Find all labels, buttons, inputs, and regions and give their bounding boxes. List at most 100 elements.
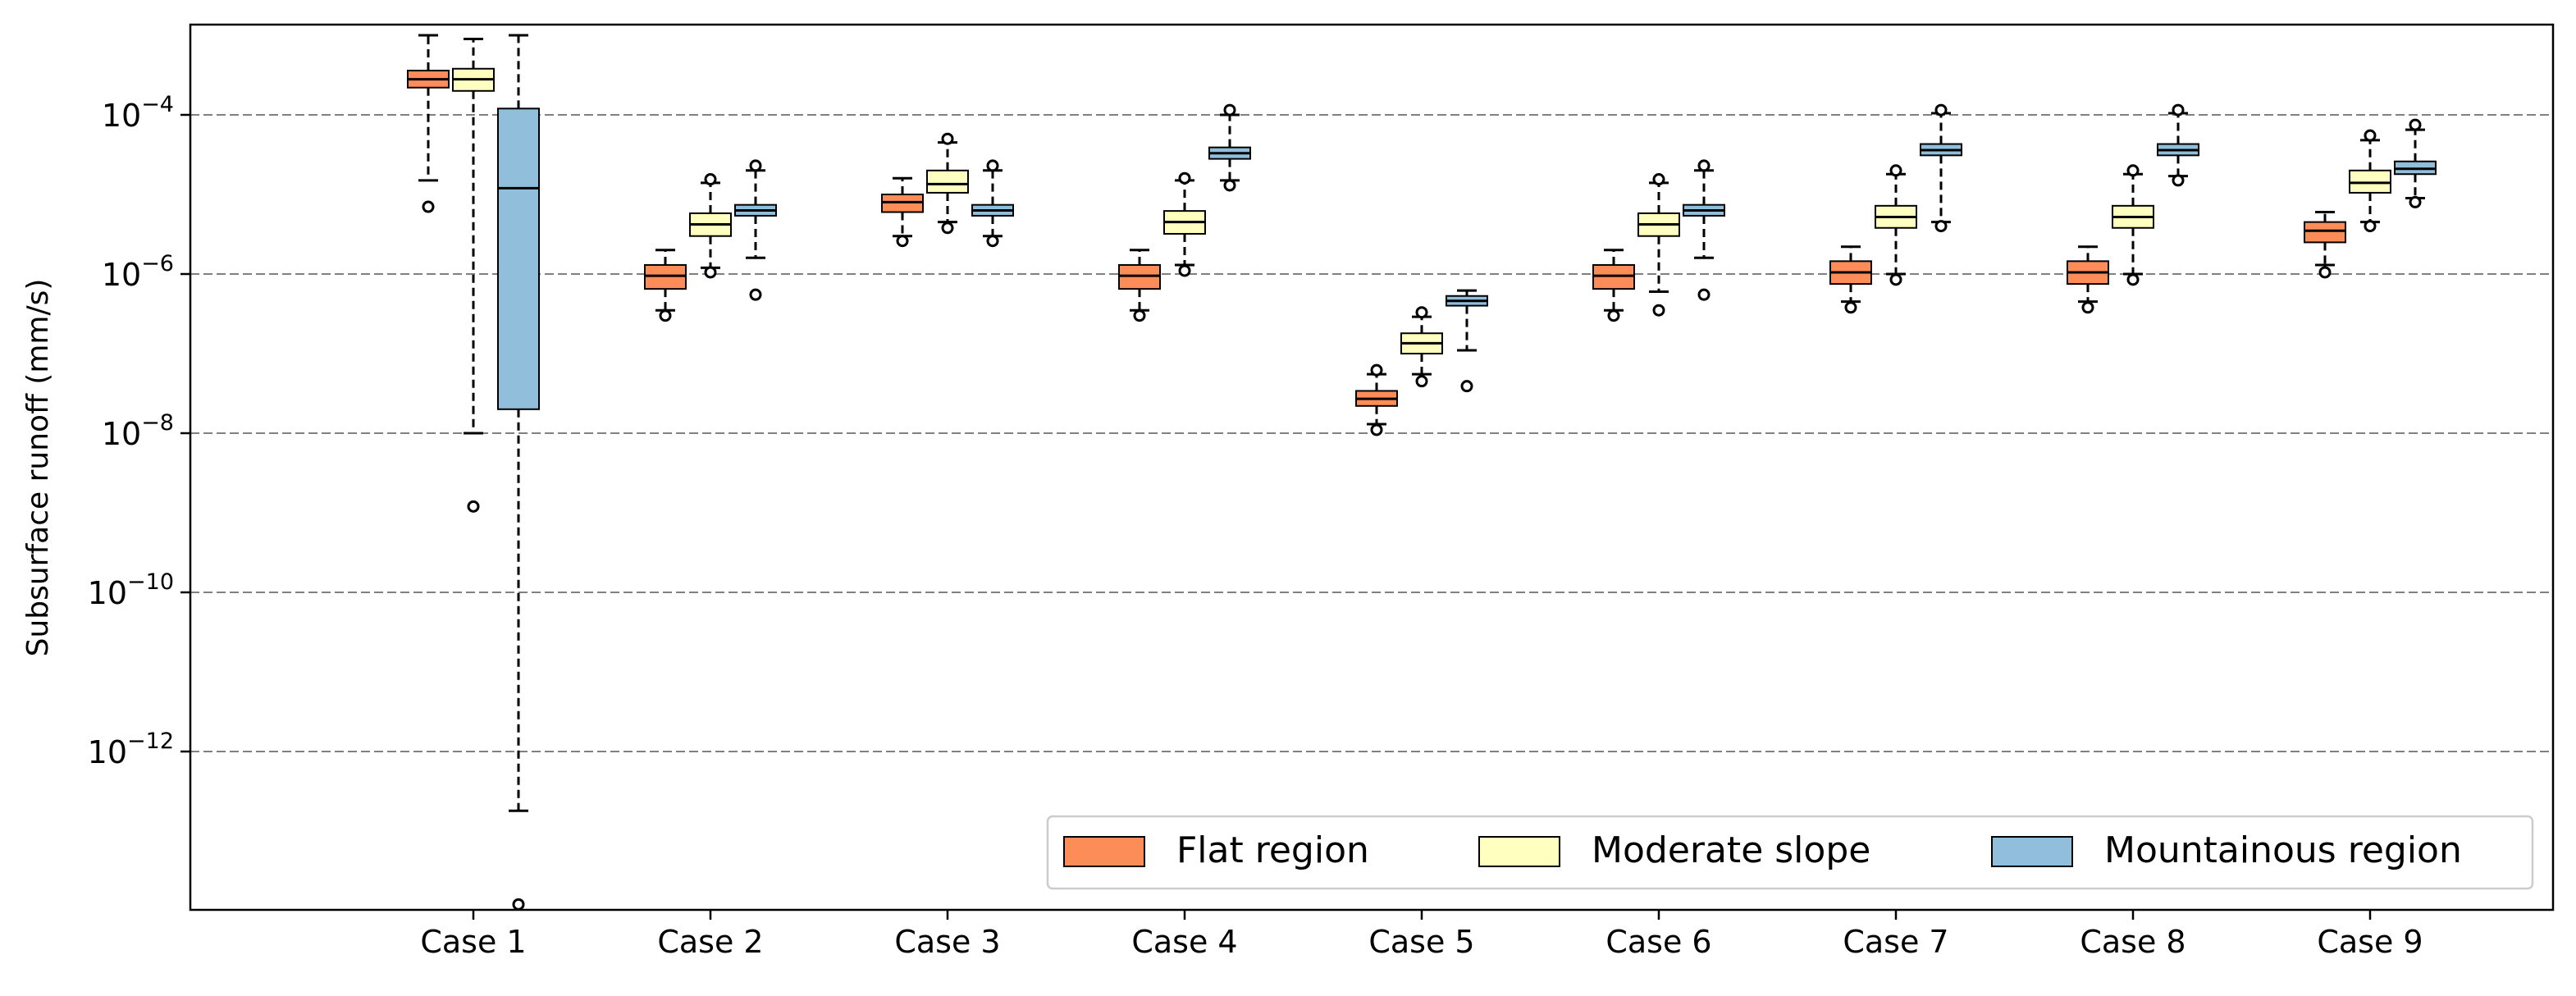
x-tick-label: Case 9 xyxy=(2317,924,2423,960)
box-4-2 xyxy=(1208,103,1251,192)
y-tick-label: 10−8 xyxy=(102,410,174,452)
box-7-2 xyxy=(1920,103,1962,233)
flier-point xyxy=(659,309,672,322)
flier-point xyxy=(1460,380,1473,393)
y-tick-label: 10−10 xyxy=(88,569,174,611)
flier-point xyxy=(1178,264,1191,277)
legend-frame xyxy=(1046,815,2534,890)
flier-point xyxy=(896,235,909,248)
flier-point xyxy=(422,200,435,213)
flier-point xyxy=(1370,423,1383,436)
x-tick-label: Case 7 xyxy=(1843,924,1948,960)
box-5-1 xyxy=(1400,306,1443,388)
flier-point xyxy=(1889,273,1902,286)
box-4-1 xyxy=(1163,171,1206,277)
flier-point xyxy=(704,173,717,186)
box-3-0 xyxy=(881,176,924,248)
box-5-2 xyxy=(1446,289,1488,393)
y-axis-label: Subsurface runoff (mm/s) xyxy=(21,279,55,657)
y-axis: 10−4 10−6 10−8 10−10 10−12 xyxy=(88,92,190,770)
box-6-2 xyxy=(1683,159,1725,301)
flier-point xyxy=(941,222,954,235)
flier-point xyxy=(1844,301,1857,314)
legend-swatch-flat xyxy=(1063,836,1145,867)
flier-point xyxy=(1652,173,1665,186)
box-body xyxy=(2304,221,2346,244)
flier-point xyxy=(1934,103,1948,117)
legend-swatch-moderate xyxy=(1478,836,1560,867)
box-2-1 xyxy=(689,173,732,279)
box-7-0 xyxy=(1829,245,1872,314)
flier-point xyxy=(941,132,954,145)
x-tick-label: Case 1 xyxy=(420,924,526,960)
box-3-2 xyxy=(971,159,1014,248)
legend: Flat region Moderate slope Mountainous r… xyxy=(1046,815,2534,890)
flier-point xyxy=(1934,220,1948,233)
box-6-1 xyxy=(1637,173,1680,317)
flier-point xyxy=(2364,220,2377,233)
x-tick-label: Case 8 xyxy=(2080,924,2185,960)
box-6-0 xyxy=(1592,249,1635,322)
plot-frame xyxy=(189,23,2555,911)
flier-point xyxy=(1223,103,1236,117)
flier-point xyxy=(986,235,999,248)
x-axis: Case 1 Case 2 Case 3 Case 4 Case 5 Case 6 Case… xyxy=(420,910,2423,960)
flier-point xyxy=(749,288,762,301)
flier-point xyxy=(2364,129,2377,142)
box-2-0 xyxy=(644,249,687,322)
flier-point xyxy=(467,500,480,513)
x-tick-label: Case 2 xyxy=(657,924,763,960)
flier-point xyxy=(749,159,762,172)
legend-label-mountainous: Mountainous region xyxy=(2104,829,2462,871)
flier-point xyxy=(2318,266,2332,279)
flier-point xyxy=(1178,171,1191,185)
box-body xyxy=(497,107,540,410)
flier-point xyxy=(2409,195,2422,208)
flier-point xyxy=(1697,288,1710,301)
legend-swatch-mountainous xyxy=(1991,836,2073,867)
box-4-0 xyxy=(1118,249,1161,322)
box-3-1 xyxy=(926,132,969,235)
box-5-0 xyxy=(1355,363,1398,436)
flier-point xyxy=(1415,306,1428,319)
flier-point xyxy=(1889,164,1902,177)
legend-label-moderate: Moderate slope xyxy=(1592,829,1870,871)
box-2-2 xyxy=(734,159,777,301)
box-8-1 xyxy=(2112,164,2154,286)
flier-point xyxy=(2126,164,2140,177)
box-9-0 xyxy=(2304,211,2346,279)
flier-point xyxy=(1697,159,1710,172)
flier-point xyxy=(2081,301,2094,314)
x-tick-label: Case 4 xyxy=(1131,924,1237,960)
flier-point xyxy=(1607,309,1620,322)
flier-point xyxy=(704,266,717,279)
flier-point xyxy=(986,159,999,172)
box-8-0 xyxy=(2067,245,2109,314)
flier-point xyxy=(1370,363,1383,377)
box-body xyxy=(926,169,969,194)
flier-point xyxy=(1223,179,1236,192)
box-9-2 xyxy=(2394,118,2437,208)
x-tick-label: Case 5 xyxy=(1368,924,1474,960)
y-tick-label: 10−4 xyxy=(102,92,174,134)
legend-label-flat: Flat region xyxy=(1176,829,1369,871)
box-1-0 xyxy=(407,34,450,213)
box-9-1 xyxy=(2349,129,2391,233)
box-1-1 xyxy=(452,37,495,513)
flier-point xyxy=(1133,309,1146,322)
flier-point xyxy=(512,898,525,911)
flier-point xyxy=(2172,103,2185,117)
flier-point xyxy=(2172,174,2185,187)
flier-point xyxy=(2409,118,2422,131)
y-tick-label: 10−12 xyxy=(88,729,174,770)
flier-point xyxy=(1652,304,1665,317)
box-8-2 xyxy=(2157,103,2199,187)
flier-point xyxy=(1415,375,1428,388)
x-tick-label: Case 3 xyxy=(894,924,1000,960)
flier-point xyxy=(2126,273,2140,286)
x-tick-label: Case 6 xyxy=(1605,924,1711,960)
box-7-1 xyxy=(1875,164,1917,286)
y-tick-label: 10−6 xyxy=(102,251,174,293)
